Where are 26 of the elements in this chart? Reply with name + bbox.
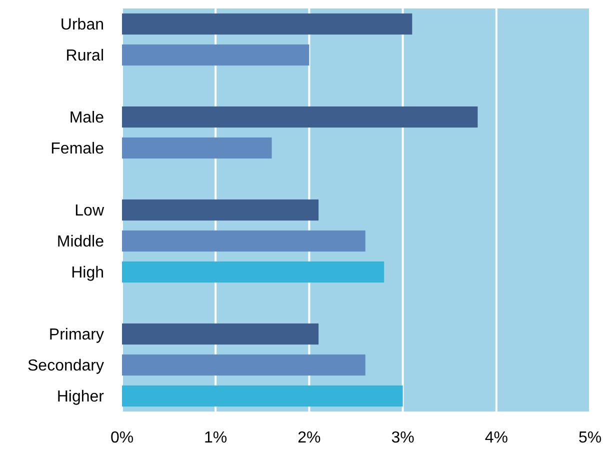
bar <box>122 137 272 159</box>
x-tick-label: 0% <box>110 430 134 447</box>
y-tick-label: Rural <box>66 48 104 65</box>
bar <box>122 13 412 35</box>
bar <box>122 385 403 407</box>
bar <box>122 354 366 376</box>
x-tick-label: 1% <box>204 430 228 447</box>
x-tick-label: 5% <box>578 430 602 447</box>
x-tick-label: 3% <box>391 430 414 447</box>
bar <box>122 261 384 283</box>
y-tick-label: Middle <box>56 234 104 251</box>
y-tick-label: Secondary <box>28 358 104 375</box>
y-tick-label: Male <box>69 110 104 127</box>
x-tick-label: 4% <box>484 430 508 447</box>
x-tick-label: 2% <box>298 430 321 447</box>
y-tick-label: High <box>71 264 104 282</box>
bar <box>122 230 366 252</box>
bar <box>122 199 319 221</box>
y-tick-label: Urban <box>60 16 104 34</box>
bar <box>122 44 310 66</box>
bar <box>122 106 478 128</box>
y-tick-label: Higher <box>56 388 105 406</box>
y-tick-label: Female <box>50 140 104 158</box>
y-tick-label: Low <box>74 202 104 220</box>
y-tick-label: Primary <box>48 326 104 344</box>
bar <box>122 323 319 345</box>
